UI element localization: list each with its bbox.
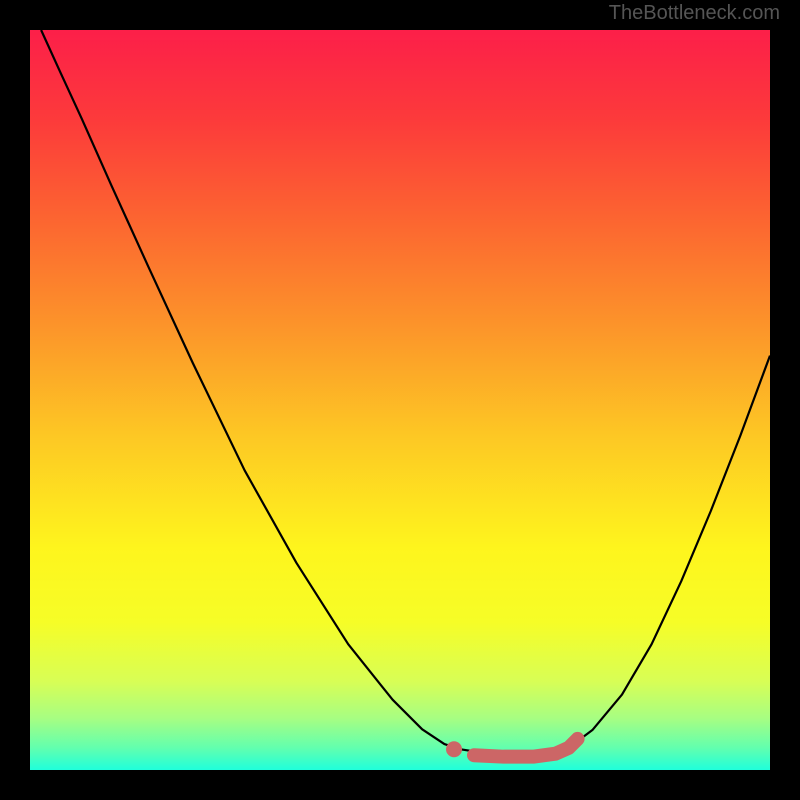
attribution-text: TheBottleneck.com [609,2,780,25]
bottleneck-chart [0,0,800,800]
chart-container: TheBottleneck.com [0,0,800,800]
